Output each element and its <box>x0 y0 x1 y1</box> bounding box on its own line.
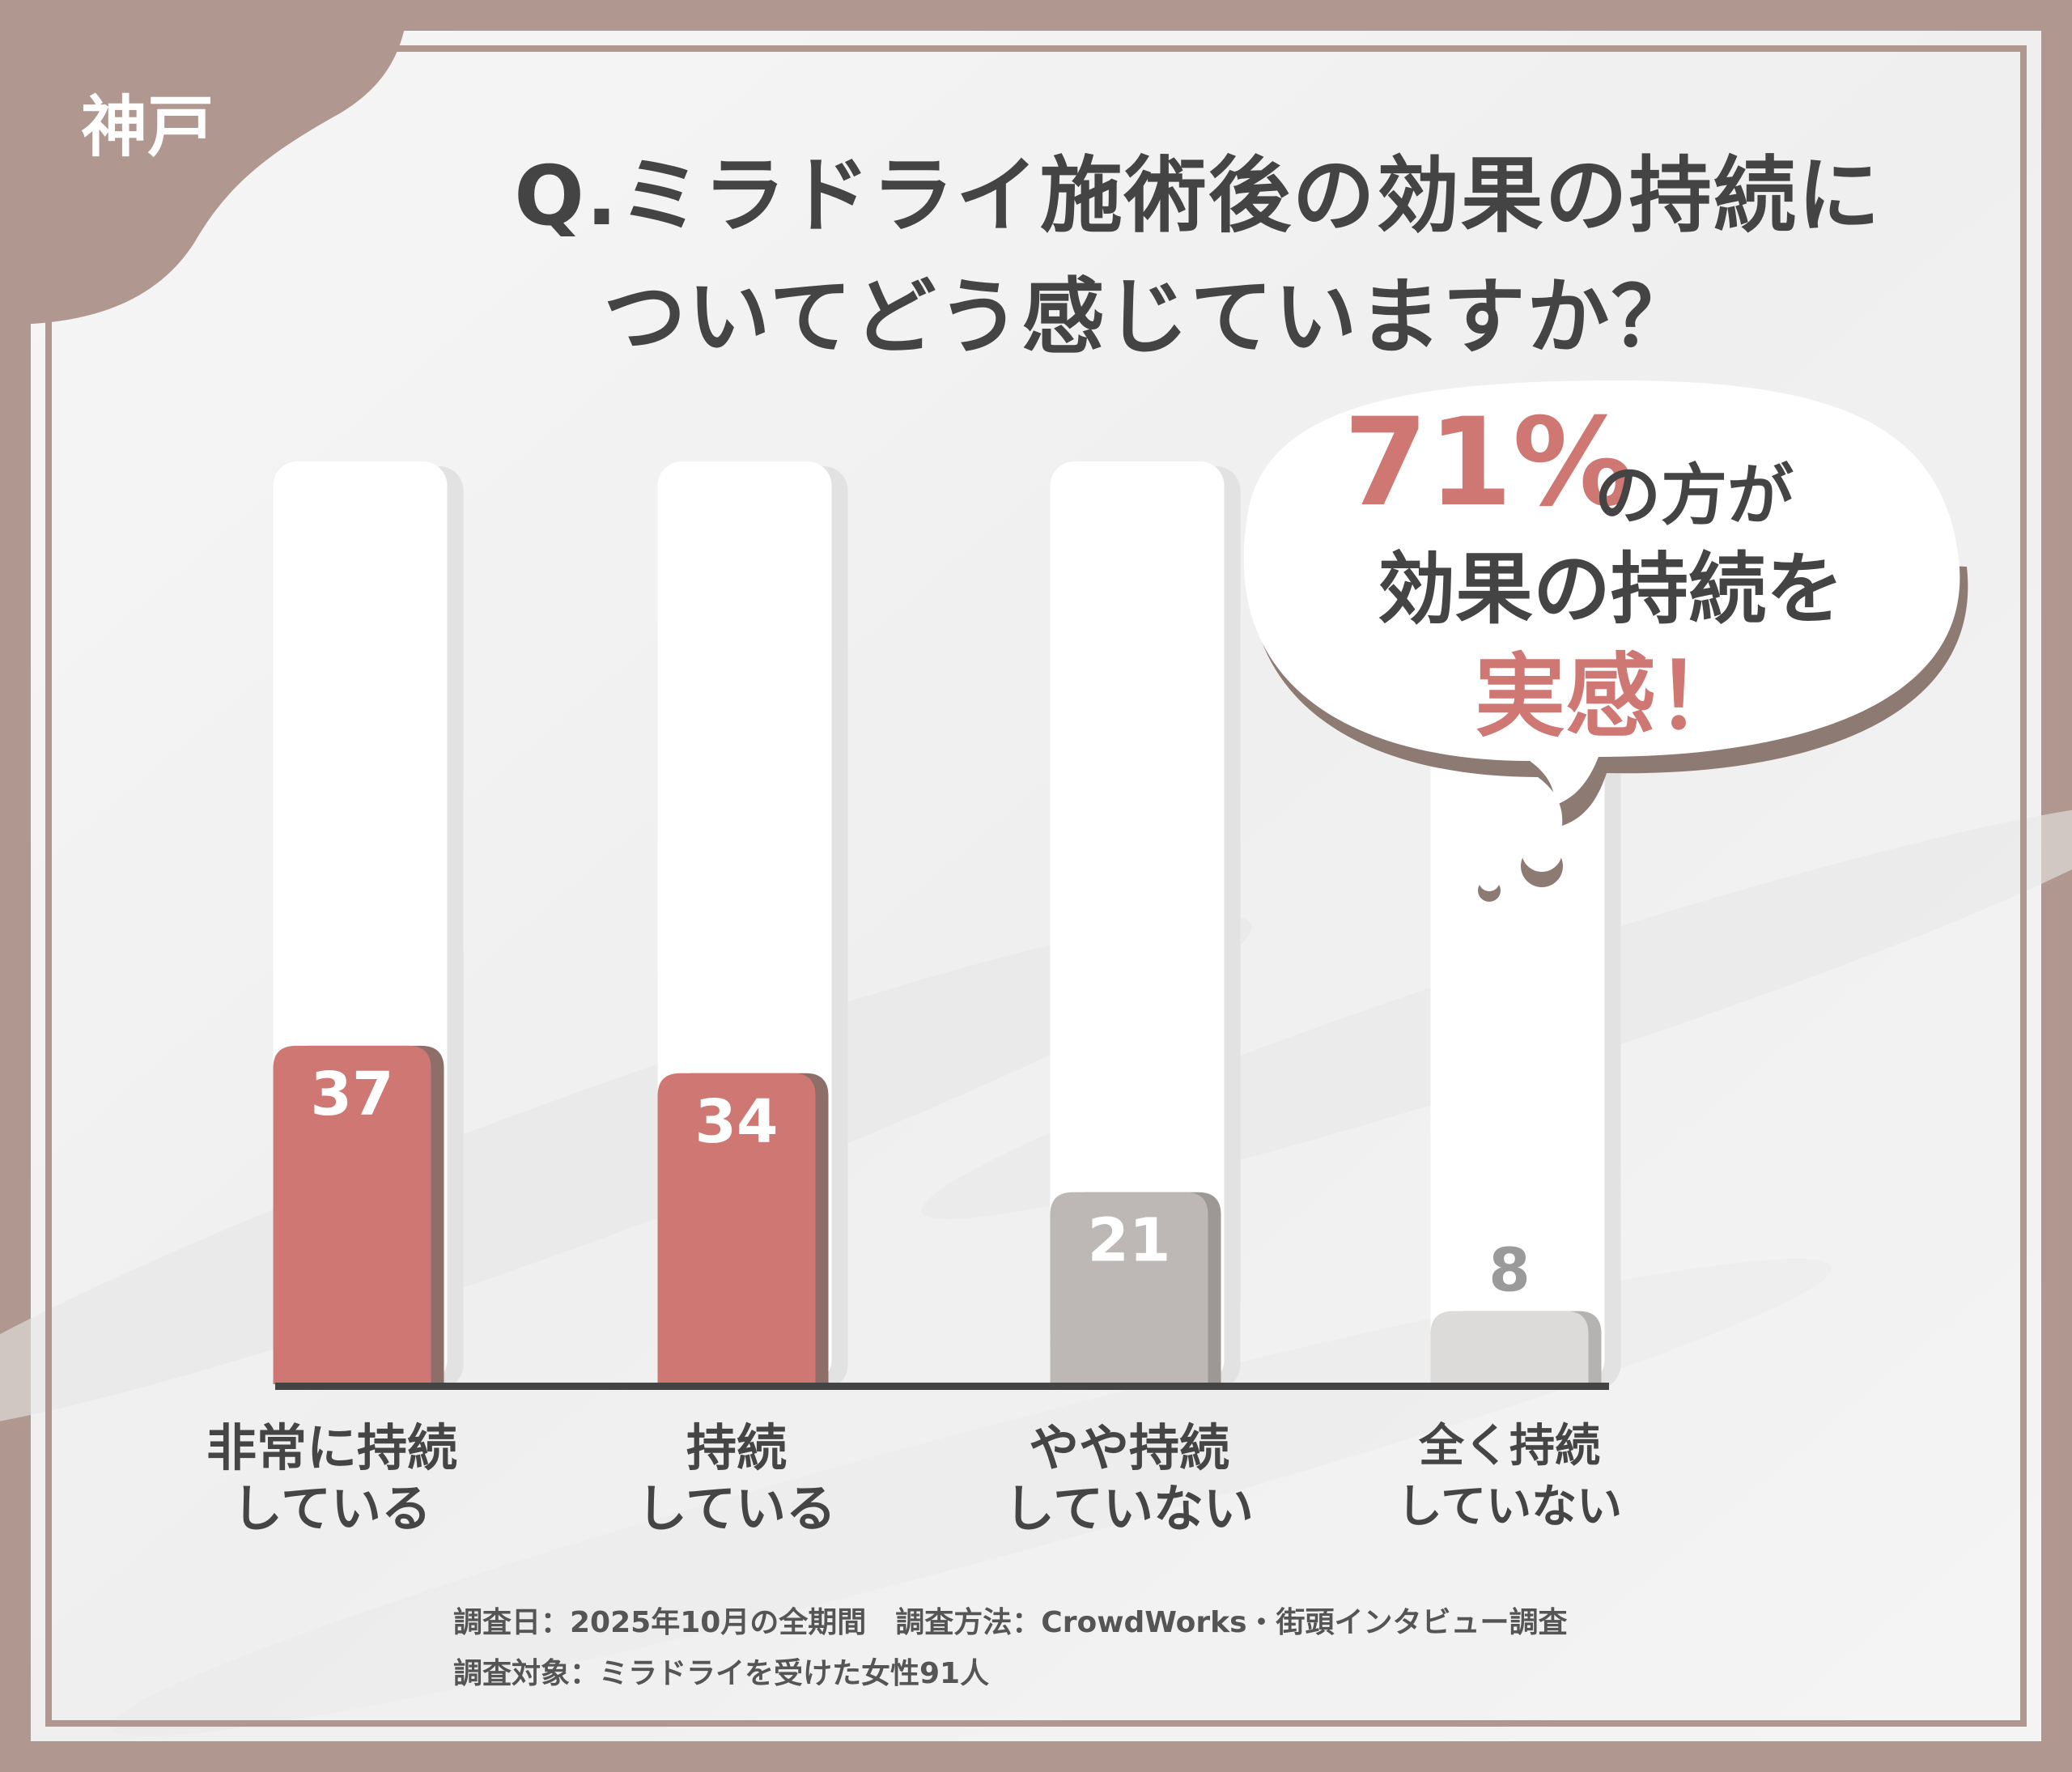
category-label: 持続 <box>686 1418 787 1477</box>
bar <box>1050 1192 1208 1384</box>
callout-percent: 71% <box>1344 393 1635 533</box>
bar <box>657 1073 816 1384</box>
corner-tag: 神戸 <box>81 89 214 166</box>
bar <box>273 1045 431 1384</box>
bar-value-label: 34 <box>695 1087 779 1157</box>
bar-value-label: 37 <box>311 1060 394 1129</box>
bar-value-label: 8 <box>1488 1236 1531 1306</box>
chart-title-line2: ついてどう感じていますか？ <box>603 270 1696 366</box>
category-label: していない <box>1397 1481 1622 1533</box>
category-label: 全く持続 <box>1418 1420 1600 1472</box>
footer-line1: 調査日：2025年10月の全期間 調査方法：CrowdWorks・街頭インタビュ… <box>453 1606 1568 1639</box>
x-axis-line <box>275 1383 1609 1390</box>
category-label: している <box>637 1479 836 1538</box>
chart-title-line1: Q.ミラドライ施術後の効果の持続に <box>514 148 1882 244</box>
footer-line2: 調査対象：ミラドライを受けた女性91人 <box>453 1657 990 1690</box>
bar-value-label: 21 <box>1088 1206 1171 1276</box>
bar <box>1430 1311 1589 1384</box>
category-label: やや持続 <box>1029 1418 1229 1477</box>
category-label: 非常に持続 <box>206 1418 457 1477</box>
corner-blob <box>0 0 409 325</box>
callout-text2: 効果の持続を <box>1378 544 1844 635</box>
category-label: している <box>232 1479 431 1538</box>
bubble-body <box>1243 380 1960 891</box>
column-track <box>1050 461 1225 1384</box>
callout-text1: の方が <box>1594 457 1794 534</box>
callout-text3: 実感！ <box>1475 644 1747 750</box>
category-label: していない <box>1004 1479 1254 1538</box>
